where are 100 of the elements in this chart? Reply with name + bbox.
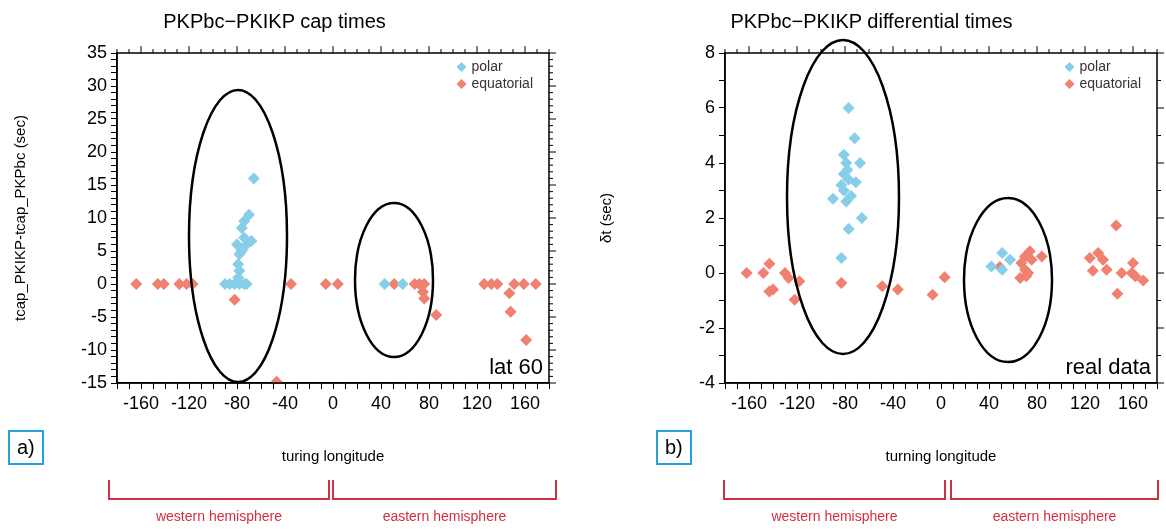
text: eastern hemisphere	[991, 508, 1118, 524]
point	[855, 212, 868, 224]
point	[285, 278, 297, 290]
y-tick-label: 0	[704, 261, 715, 282]
x-tick-label: -40	[879, 392, 907, 413]
y-tick-label: 8	[704, 41, 715, 62]
y-tick-label: 30	[86, 74, 107, 95]
chart-title: PKPbc−PKIKP differential times	[730, 9, 1013, 32]
point	[1092, 246, 1105, 259]
point	[1111, 287, 1124, 300]
point	[1086, 264, 1099, 277]
text: western hemisphere	[770, 508, 899, 524]
y-tick-label: 35	[86, 41, 107, 62]
point	[520, 334, 533, 347]
point	[1115, 267, 1128, 279]
point	[740, 267, 753, 279]
legend-label: polar	[1079, 57, 1111, 74]
x-tick-label: -160	[730, 392, 768, 413]
text: western hemisphere	[154, 508, 284, 524]
text: eastern hemisphere	[381, 508, 508, 524]
point	[378, 278, 391, 290]
y-tick-label: 25	[86, 107, 107, 128]
point	[529, 278, 542, 290]
x-tick-label: -120	[778, 392, 816, 413]
point	[891, 283, 904, 296]
point	[837, 148, 850, 161]
point	[876, 280, 889, 293]
point	[430, 309, 443, 322]
y-tick-label: -2	[698, 316, 715, 337]
y-tick-label: 20	[86, 140, 107, 161]
x-tick-label: -80	[831, 392, 859, 413]
chart-title: PKPbc−PKIKP cap times	[163, 9, 386, 32]
x-tick-label: 120	[461, 392, 493, 413]
legend-label: equatorial	[471, 74, 534, 91]
point	[1129, 270, 1142, 283]
point	[763, 257, 776, 270]
point	[827, 192, 839, 205]
point	[1127, 257, 1139, 270]
annotation: lat 60	[489, 354, 543, 380]
text: a)	[8, 430, 44, 465]
y-tick-label: 5	[96, 239, 107, 260]
annotation: real data	[1065, 354, 1152, 380]
point	[130, 278, 143, 290]
point	[835, 276, 848, 289]
x-tick-label: 160	[509, 392, 541, 413]
y-tick-label: 15	[86, 173, 107, 194]
point	[996, 246, 1009, 259]
x-axis-title: turing longitude	[281, 447, 385, 465]
y-tick-label: 2	[704, 206, 715, 227]
x-tick-label: 40	[370, 392, 392, 413]
point	[1025, 253, 1038, 266]
point	[938, 271, 951, 284]
y-tick-label: -15	[80, 371, 107, 392]
x-tick-label: 80	[1026, 392, 1048, 413]
x-tick-label: -120	[170, 392, 208, 413]
x-tick-label: -80	[223, 392, 251, 413]
y-axis-title: δt (sec)	[597, 192, 615, 244]
point	[1097, 253, 1109, 266]
point	[1035, 250, 1048, 263]
point	[854, 157, 866, 169]
point	[842, 223, 855, 235]
x-tick-label: 0	[327, 392, 339, 413]
y-tick-label: -5	[90, 305, 107, 326]
y-tick-label: 6	[704, 96, 715, 117]
y-tick-label: -10	[80, 338, 107, 359]
y-tick-label: 4	[704, 151, 715, 172]
x-tick-label: 80	[418, 392, 440, 413]
point	[842, 102, 855, 114]
point	[1083, 251, 1096, 264]
x-tick-label: 120	[1069, 392, 1101, 413]
point	[926, 288, 939, 301]
point	[319, 278, 332, 290]
point	[1137, 274, 1150, 287]
point	[331, 278, 344, 290]
x-tick-label: -40	[271, 392, 299, 413]
point	[243, 208, 255, 221]
text: b)	[656, 430, 692, 465]
x-tick-label: -160	[122, 392, 160, 413]
point	[396, 278, 409, 290]
x-tick-label: 160	[1117, 392, 1149, 413]
y-tick-label: 10	[86, 206, 107, 227]
y-tick-label: 0	[96, 272, 107, 293]
point	[1100, 263, 1113, 276]
x-tick-label: 40	[978, 392, 1000, 413]
point	[985, 260, 998, 273]
y-axis-title: tcap_PKIKP-tcap_PKPbc (sec)	[11, 115, 29, 321]
x-axis-title: turning longitude	[885, 447, 997, 465]
point	[247, 172, 260, 185]
point	[848, 132, 861, 145]
point	[1110, 219, 1123, 232]
point	[1004, 253, 1016, 266]
point	[228, 293, 241, 306]
point	[835, 251, 848, 264]
legend-label: polar	[471, 57, 503, 74]
point	[840, 195, 853, 208]
point	[503, 287, 516, 300]
point	[788, 293, 801, 306]
x-tick-label: 0	[935, 392, 947, 413]
point	[504, 305, 517, 318]
point	[757, 267, 770, 279]
